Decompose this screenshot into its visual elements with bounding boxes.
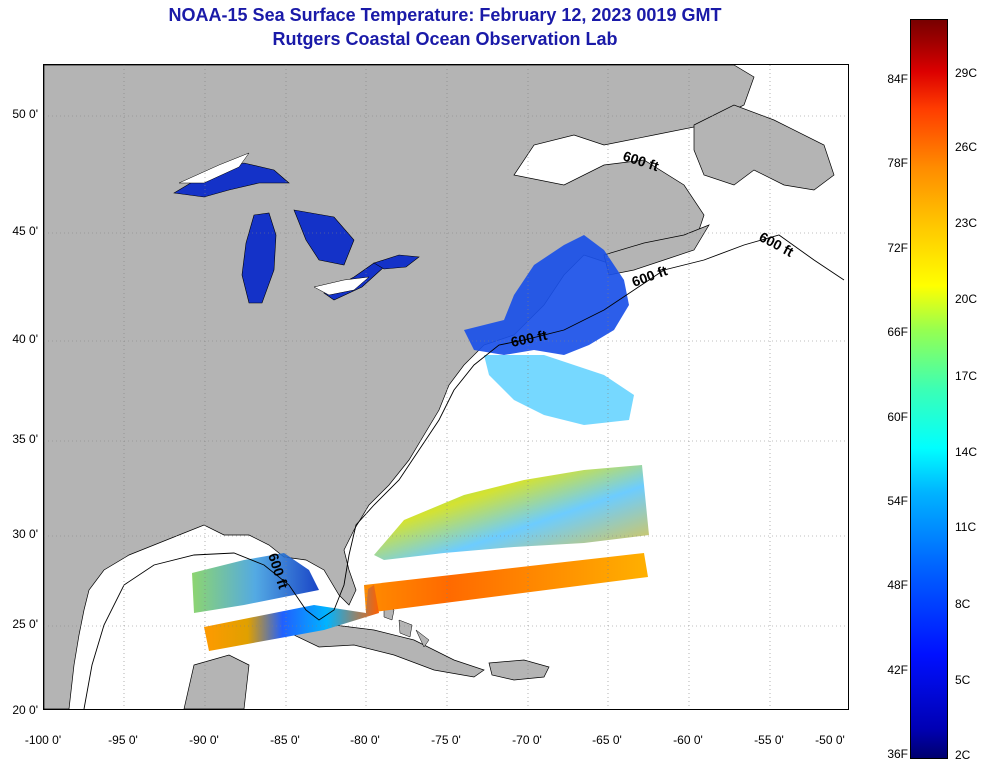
colorbar-f-66: 66F <box>887 325 908 339</box>
newfoundland-land <box>693 104 835 191</box>
lon-label-80: -80 0' <box>350 733 380 747</box>
lake-winnipeg-white <box>178 152 250 184</box>
lake-ontario <box>373 254 420 270</box>
lon-label-85: -85 0' <box>270 733 300 747</box>
cuba-land <box>292 624 485 678</box>
lake-huron <box>293 209 355 266</box>
colorbar-c-14: 14C <box>955 445 978 459</box>
map-subtitle: Rutgers Coastal Ocean Observation Lab <box>272 29 618 49</box>
lon-label-55: -55 0' <box>754 733 784 747</box>
colorbar-c-29: 29C <box>955 66 978 80</box>
hispaniola-land <box>488 659 550 681</box>
lon-label-65: -65 0' <box>592 733 622 747</box>
gulf-of-maine-sst <box>464 235 629 355</box>
lat-label-20: 20 0' <box>12 703 38 717</box>
colorbar-f-36: 36F <box>887 747 908 761</box>
lake-nipissing-white <box>313 276 370 296</box>
lat-lon-grid <box>44 65 848 709</box>
depth-contour-600ft <box>83 234 845 709</box>
temperature-colorbar <box>910 19 948 759</box>
colorbar-c-11: 11C <box>955 520 977 534</box>
contour-label-4: 600 ft <box>509 327 548 350</box>
map-title: NOAA-15 Sea Surface Temperature: Februar… <box>168 5 722 25</box>
colorbar-c-17: 17C <box>955 369 978 383</box>
colorbar-f-48: 48F <box>887 578 908 592</box>
lat-label-45: 45 0' <box>12 224 38 238</box>
yucatan-land <box>183 654 250 709</box>
lat-label-35: 35 0' <box>12 432 38 446</box>
lon-label-50: -50 0' <box>815 733 845 747</box>
colorbar-c-20: 20C <box>955 292 978 306</box>
map-canvas: 600 ft 600 ft 600 ft 600 ft 600 ft <box>44 65 848 709</box>
colorbar-f-78: 78F <box>887 156 908 170</box>
colorbar-f-72: 72F <box>887 241 908 255</box>
gulf-stream-strip <box>364 553 648 613</box>
lon-label-95: -95 0' <box>108 733 138 747</box>
lon-label-75: -75 0' <box>431 733 461 747</box>
colorbar-c-2: 2C <box>955 748 971 762</box>
sst-map[interactable]: 600 ft 600 ft 600 ft 600 ft 600 ft <box>43 64 849 710</box>
colorbar-c-23: 23C <box>955 216 978 230</box>
lon-label-60: -60 0' <box>673 733 703 747</box>
colorbar-c-8: 8C <box>955 597 971 611</box>
lake-michigan <box>241 212 277 304</box>
lat-label-40: 40 0' <box>12 332 38 346</box>
colorbar-f-84: 84F <box>887 72 908 86</box>
gulf-of-mexico-upper-swath <box>192 553 319 613</box>
lat-label-30: 30 0' <box>12 527 38 541</box>
colorbar-f-60: 60F <box>887 410 908 424</box>
colorbar-c-26: 26C <box>955 140 978 154</box>
colorbar-f-42: 42F <box>887 663 908 677</box>
lon-label-90: -90 0' <box>189 733 219 747</box>
north-america-land <box>44 65 755 709</box>
lat-label-25: 25 0' <box>12 617 38 631</box>
georges-bank-sst <box>484 355 634 425</box>
colorbar-f-54: 54F <box>887 494 908 508</box>
lon-label-100: -100 0' <box>24 733 62 747</box>
lat-label-50: 50 0' <box>12 107 38 121</box>
gulf-of-mexico-strip <box>204 585 379 651</box>
colorbar-c-5: 5C <box>955 673 971 687</box>
lon-label-70: -70 0' <box>512 733 542 747</box>
